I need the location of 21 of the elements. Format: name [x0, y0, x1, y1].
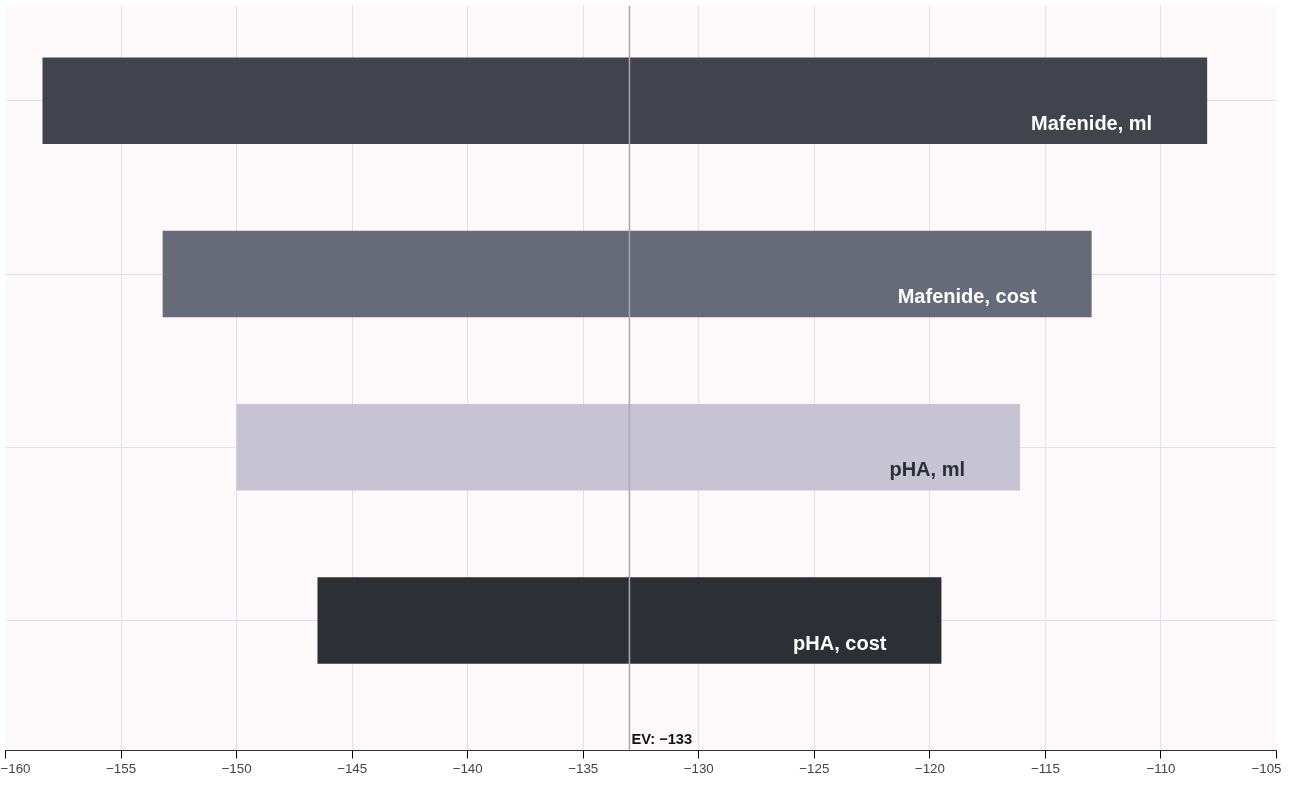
x-tick-label: −145 — [337, 760, 368, 776]
bar — [236, 403, 1020, 491]
x-tick-label: −125 — [799, 760, 830, 776]
x-tick-label: −130 — [683, 760, 714, 776]
x-tick-label: −110 — [1146, 760, 1176, 776]
ref-line-label: EV: −133 — [631, 730, 693, 747]
y-tick-label: Mafenide, cost — [897, 285, 1037, 308]
bar — [317, 577, 942, 664]
x-tick-label: −115 — [1030, 760, 1060, 776]
bar — [42, 57, 1208, 145]
x-tick-label: −150 — [221, 760, 252, 776]
bar — [162, 230, 1092, 318]
x-tick-label: −160 — [0, 760, 31, 776]
y-tick-label: pHA, ml — [889, 458, 965, 481]
x-tick-label: −105 — [1251, 760, 1282, 776]
x-tick-label: −140 — [452, 760, 483, 776]
x-tick-label: −155 — [106, 760, 137, 776]
x-tick-label: −120 — [914, 760, 945, 776]
x-tick-label: −135 — [568, 760, 599, 776]
y-tick-label: pHA, cost — [793, 631, 887, 654]
y-tick-label: Mafenide, ml — [1031, 111, 1153, 134]
